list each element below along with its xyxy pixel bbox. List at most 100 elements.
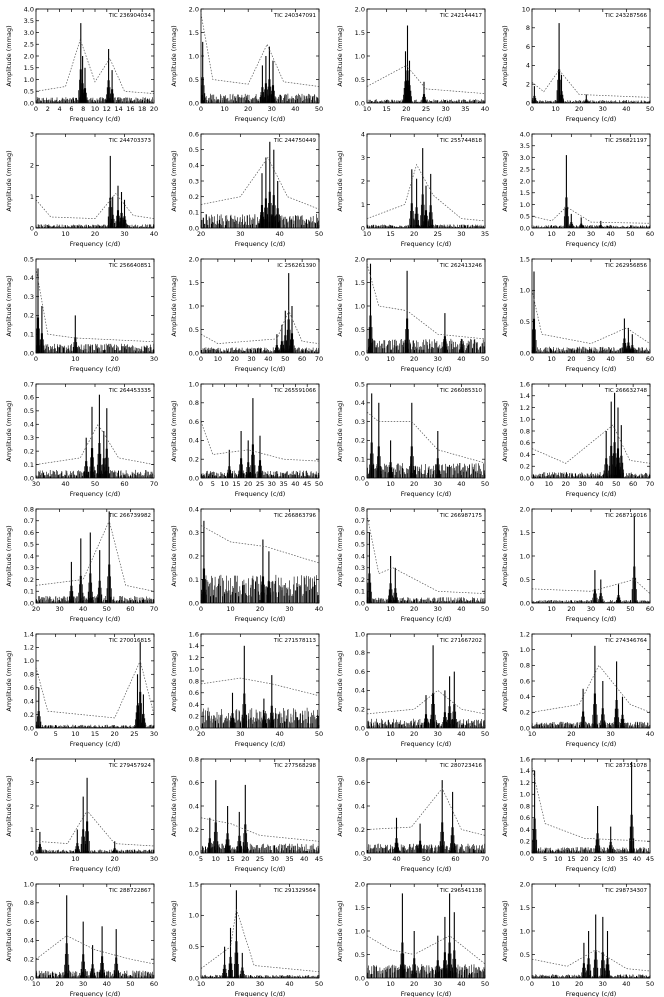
x-axis-label: Frequency (c/d) — [401, 240, 452, 248]
chart-title: TIC 265591066 — [273, 388, 317, 394]
y-tick-label: 2.5 — [520, 166, 530, 174]
y-tick-label: 1.0 — [520, 416, 530, 424]
y-tick-label: 4.0 — [24, 5, 34, 13]
y-axis-label: Amplitude (mmag) — [501, 25, 509, 86]
x-tick-label: 30 — [32, 480, 40, 488]
y-tick-label: 0.5 — [189, 326, 199, 334]
x-tick-label: 2 — [46, 105, 50, 113]
y-tick-label: 0.0 — [355, 599, 365, 607]
x-tick-label: 30 — [578, 480, 586, 488]
x-tick-label: 40 — [457, 605, 465, 613]
x-tick-label: 0 — [34, 105, 38, 113]
amplitude-spectrum — [36, 155, 154, 228]
x-tick-label: 40 — [61, 480, 69, 488]
x-tick-label: 20 — [410, 230, 418, 238]
x-axis-label: Frequency (c/d) — [401, 365, 452, 373]
x-tick-label: 30 — [434, 480, 442, 488]
chart-panel: 0 10 20 30 40 50 0 2 4 6 8 10 TIC 243287566 Frequency… — [501, 5, 654, 123]
x-tick-label: 60 — [646, 605, 654, 613]
amplitude-spectrum — [201, 141, 319, 228]
y-tick-label: 1 — [361, 201, 365, 209]
y-tick-label: 2.0 — [355, 5, 365, 13]
x-tick-label: 50 — [646, 105, 654, 113]
y-tick-label: 0.2 — [24, 576, 34, 584]
x-axis-label: Frequency (c/d) — [401, 615, 452, 623]
x-tick-label: 60 — [126, 605, 134, 613]
y-tick-label: 4.0 — [520, 130, 530, 138]
y-tick-label: 1.0 — [189, 380, 199, 388]
y-tick-label: 0.4 — [24, 274, 34, 282]
x-tick-label: 40 — [607, 230, 615, 238]
x-axis-label: Frequency (c/d) — [235, 615, 286, 623]
plot-frame — [200, 258, 320, 354]
y-tick-label: 0.1 — [189, 209, 199, 217]
y-tick-label: 0.0 — [24, 474, 34, 482]
x-tick-label: 20 — [91, 230, 99, 238]
x-axis-label: Frequency (c/d) — [566, 240, 617, 248]
x-tick-label: 0 — [365, 355, 369, 363]
y-axis-label: Amplitude (mmag) — [5, 275, 13, 336]
x-tick-label: 30 — [599, 105, 607, 113]
x-tick-label: 8 — [81, 105, 85, 113]
chart-panel: 0 10 20 30 40 0.0 0.1 0.2 0.3 0.4 TIC 266863796 Fre… — [170, 505, 323, 623]
x-tick-label: 40 — [315, 605, 323, 613]
y-tick-label: 0.3 — [189, 529, 199, 537]
y-tick-label: 0.0 — [355, 99, 365, 107]
x-tick-label: 20 — [231, 355, 239, 363]
x-tick-label: 50 — [281, 355, 289, 363]
significance-threshold — [36, 659, 154, 719]
x-axis-label: Frequency (c/d) — [70, 490, 121, 498]
y-tick-label: 4 — [361, 130, 365, 138]
y-tick-label: 0.6 — [189, 418, 199, 426]
y-axis-label: Amplitude (mmag) — [501, 150, 509, 211]
chart-title: TIC 256821197 — [604, 138, 648, 144]
chart-panel: 0 2 4 6 8 10 12 14 16 18 20 0.0 0.5 1.0 1.5 2.0 2.5 3.0 3.… — [5, 5, 158, 123]
plot-frame — [366, 508, 486, 604]
significance-threshold — [367, 163, 485, 222]
significance-threshold — [367, 514, 485, 594]
plot-frame — [35, 508, 155, 604]
y-tick-label: 0 — [30, 224, 34, 232]
y-tick-label: 0.4 — [24, 697, 34, 705]
x-tick-label: 50 — [481, 605, 489, 613]
y-tick-label: 0.6 — [189, 130, 199, 138]
y-axis-label: Amplitude (mmag) — [336, 400, 344, 461]
x-tick-label: 70 — [150, 605, 158, 613]
x-tick-label: 20 — [197, 230, 205, 238]
y-tick-label: 0.3 — [355, 418, 365, 426]
significance-threshold — [36, 192, 154, 219]
y-tick-label: 0.1 — [355, 456, 365, 464]
x-tick-label: 20 — [567, 355, 575, 363]
x-axis-label: Frequency (c/d) — [235, 490, 286, 498]
x-tick-label: 50 — [626, 355, 634, 363]
plot-frame — [366, 383, 486, 479]
x-tick-label: 10 — [214, 355, 222, 363]
chart-title: TIC 268716016 — [604, 513, 648, 519]
y-axis-label: Amplitude (mmag) — [501, 525, 509, 586]
amplitude-spectrum — [36, 23, 154, 103]
y-tick-label: 0.1 — [24, 331, 34, 339]
x-axis-label: Frequency (c/d) — [401, 115, 452, 123]
y-tick-label: 0.0 — [24, 349, 34, 357]
chart-panel: 20 30 40 50 60 70 0.0 0.1 0.2 0.3 0.4 0.5 0.6 0.7 0.8 T… — [5, 505, 158, 623]
y-tick-label: 0.2 — [189, 552, 199, 560]
y-tick-label: 0.5 — [355, 541, 365, 549]
amplitude-spectrum — [367, 532, 485, 603]
significance-threshold — [201, 525, 319, 564]
x-tick-label: 60 — [298, 355, 306, 363]
y-tick-label: 6 — [526, 43, 530, 51]
y-tick-label: 0.5 — [24, 541, 34, 549]
y-tick-label: 1.6 — [520, 380, 530, 388]
y-tick-label: 0.5 — [520, 576, 530, 584]
x-tick-label: 10 — [545, 480, 553, 488]
y-tick-label: 0.2 — [24, 447, 34, 455]
y-tick-label: 0.4 — [189, 162, 199, 170]
x-tick-label: 50 — [103, 605, 111, 613]
y-tick-label: 1.5 — [24, 64, 34, 72]
y-tick-label: 1.4 — [520, 392, 530, 400]
x-axis-label: Frequency (c/d) — [566, 615, 617, 623]
significance-threshold — [36, 519, 154, 592]
y-axis-label: Amplitude (mmag) — [336, 275, 344, 336]
y-tick-label: 2 — [30, 162, 34, 170]
